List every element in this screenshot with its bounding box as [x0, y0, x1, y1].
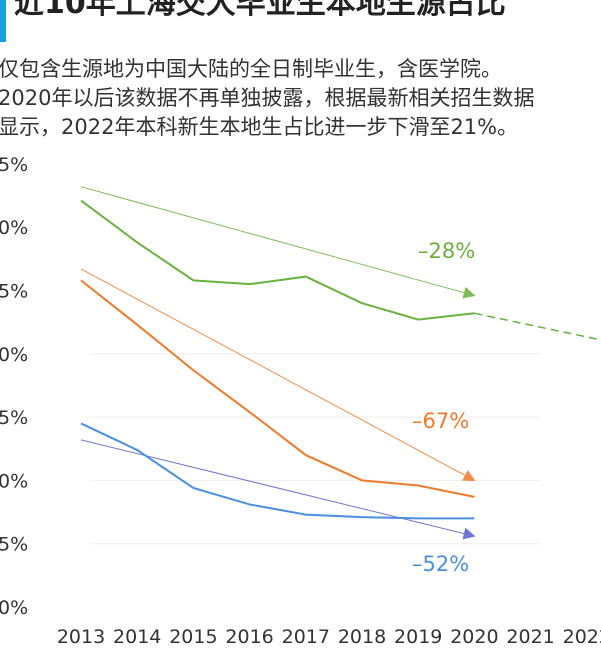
y-tick-label: 0% — [0, 344, 28, 366]
series-line — [80, 199, 475, 321]
chart-notes: 仅包含生源地为中国大陆的全日制毕业生，含医学院。 2020年以后该数据不再单独披… — [0, 55, 534, 142]
x-tick-label: 2013 — [57, 626, 105, 648]
series-line — [80, 279, 475, 498]
trend-arrow — [80, 268, 476, 481]
x-tick-label: 2016 — [225, 626, 273, 648]
x-tick-label: 2014 — [113, 626, 161, 648]
trend-arrow — [80, 439, 476, 540]
y-tick-label: 0% — [0, 597, 28, 619]
y-tick-label: 5% — [0, 281, 28, 303]
change-label: –28% — [418, 239, 475, 263]
title-accent-bar — [0, 0, 6, 42]
x-tick-label: 2018 — [338, 626, 386, 648]
projection-line — [474, 312, 601, 341]
y-tick-label: 5% — [0, 154, 28, 176]
y-tick-label: 0% — [0, 470, 28, 492]
x-tick-label: 2020 — [450, 626, 498, 648]
x-tick-label: 2019 — [394, 626, 442, 648]
x-tick-label: 2015 — [169, 626, 217, 648]
y-tick-label: 0% — [0, 217, 28, 239]
series-line — [80, 422, 475, 520]
note-line: 2020年以后该数据不再单独披露，根据最新相关招生数据 — [0, 86, 535, 110]
chart-title: 近10年上海交大毕业生本地生源占比 — [14, 0, 506, 21]
y-tick-label: 5% — [0, 534, 28, 556]
note-line: 仅包含生源地为中国大陆的全日制毕业生，含医学院。 — [0, 57, 502, 81]
change-label: –67% — [412, 409, 469, 433]
trend-arrow — [80, 186, 476, 299]
y-tick-label: 5% — [0, 407, 28, 429]
change-label: –52% — [412, 552, 469, 576]
x-tick-label: 2022 — [563, 626, 601, 648]
note-line: 显示，2022年本科新生本地生占比进一步下滑至21%。 — [0, 115, 519, 139]
x-tick-label: 2017 — [282, 626, 330, 648]
x-tick-label: 2021 — [506, 626, 554, 648]
